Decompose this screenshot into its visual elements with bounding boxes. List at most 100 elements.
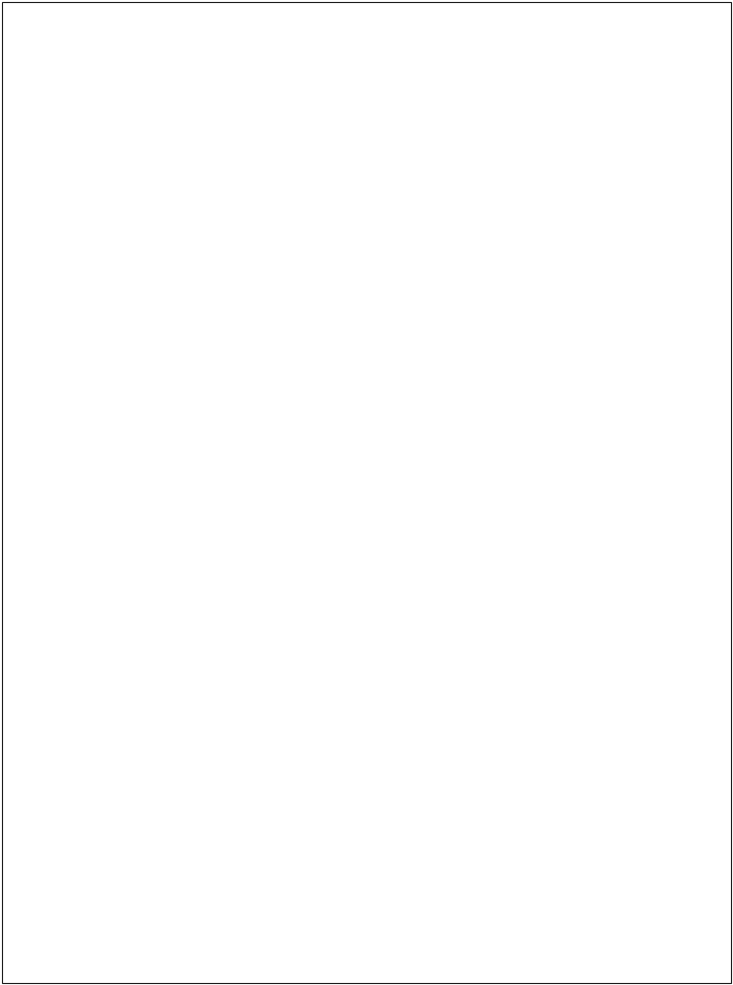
Circle shape	[567, 393, 577, 403]
Circle shape	[640, 850, 644, 854]
Circle shape	[459, 352, 471, 364]
Circle shape	[674, 764, 682, 772]
Circle shape	[543, 393, 553, 403]
Text: 44: 44	[666, 325, 677, 334]
Circle shape	[402, 748, 430, 776]
Circle shape	[358, 816, 362, 820]
Circle shape	[654, 850, 658, 854]
Circle shape	[402, 196, 410, 204]
Text: 12: 12	[72, 465, 84, 474]
Text: a: a	[622, 608, 630, 621]
Text: Power Angle Power Tilt: Power Angle Power Tilt	[572, 893, 683, 903]
Circle shape	[354, 549, 366, 561]
Text: 10: 10	[85, 447, 97, 456]
Text: 30: 30	[240, 270, 251, 279]
Circle shape	[631, 811, 645, 825]
Text: 53: 53	[158, 762, 169, 771]
Circle shape	[651, 847, 661, 857]
Circle shape	[404, 736, 416, 748]
Circle shape	[638, 680, 648, 690]
Text: 37: 37	[653, 668, 665, 677]
Circle shape	[674, 782, 682, 790]
Text: 28: 28	[387, 202, 398, 211]
Text: 51: 51	[488, 412, 499, 421]
Circle shape	[505, 357, 515, 367]
Circle shape	[523, 396, 527, 400]
Text: 8: 8	[155, 393, 161, 402]
Text: 39: 39	[653, 655, 665, 664]
Text: 54: 54	[70, 770, 81, 779]
Circle shape	[332, 603, 340, 611]
Text: 21: 21	[316, 555, 328, 564]
Circle shape	[591, 393, 601, 403]
Text: 42: 42	[630, 298, 641, 307]
Circle shape	[173, 408, 177, 412]
Circle shape	[150, 405, 160, 415]
Text: 11: 11	[88, 468, 100, 477]
Text: c: c	[258, 636, 265, 649]
Circle shape	[638, 623, 648, 633]
Circle shape	[62, 752, 70, 760]
Text: 17: 17	[470, 357, 482, 366]
Text: 26: 26	[298, 246, 309, 255]
Text: 27: 27	[374, 192, 386, 201]
Circle shape	[616, 396, 620, 400]
Circle shape	[62, 759, 70, 767]
Text: 49: 49	[540, 270, 551, 279]
Circle shape	[103, 398, 109, 404]
Bar	[622, 787, 654, 805]
Circle shape	[661, 799, 671, 809]
Circle shape	[661, 817, 671, 827]
Circle shape	[370, 812, 382, 824]
Text: ブレードコントロール レバー（ストレート ドーザ ヨラ）（BC エク ティンクオン ショック）: ブレードコントロール レバー（ストレート ドーザ ヨラ）（BC エク ティンクオ…	[175, 7, 433, 16]
Circle shape	[351, 603, 361, 613]
Circle shape	[122, 745, 128, 751]
Circle shape	[160, 405, 170, 415]
Text: 52: 52	[124, 776, 136, 785]
Text: ストレートチルト: ストレートチルト	[345, 882, 392, 892]
Circle shape	[354, 812, 366, 824]
Text: 19: 19	[360, 545, 372, 554]
Text: b: b	[650, 748, 658, 761]
Text: b: b	[519, 358, 527, 371]
Text: 22: 22	[325, 605, 336, 614]
Bar	[622, 765, 654, 783]
Circle shape	[276, 282, 284, 290]
Circle shape	[362, 785, 382, 805]
Circle shape	[631, 789, 645, 803]
Text: FIG.2851: FIG.2851	[13, 18, 65, 28]
Text: 47: 47	[516, 287, 527, 296]
Circle shape	[682, 850, 686, 854]
Text: 15: 15	[476, 375, 487, 384]
Text: 41: 41	[600, 695, 611, 704]
Text: 48: 48	[516, 315, 527, 324]
Text: 30: 30	[407, 152, 419, 161]
Text: 23: 23	[350, 600, 361, 609]
Text: 1: 1	[140, 380, 146, 389]
Text: 15: 15	[358, 512, 369, 521]
Text: 46: 46	[516, 329, 527, 338]
Circle shape	[674, 836, 682, 844]
Circle shape	[504, 389, 516, 401]
Circle shape	[649, 414, 657, 422]
Text: 33: 33	[508, 413, 520, 422]
Bar	[286, 340, 306, 370]
Circle shape	[414, 389, 426, 401]
Circle shape	[341, 556, 349, 564]
Text: 40: 40	[653, 640, 664, 649]
Circle shape	[638, 638, 648, 648]
Text: 49: 49	[516, 357, 527, 366]
Text: FOR EC)(#7556-): FOR EC)(#7556-)	[215, 32, 314, 42]
Circle shape	[406, 816, 410, 820]
Circle shape	[570, 396, 574, 400]
Text: BRADE CONTROL LEVER (FOR STRAIGHT DOZER) (NOISE SUPPRESSION SPEC.: BRADE CONTROL LEVER (FOR STRAIGHT DOZER)…	[100, 18, 551, 28]
Text: 34: 34	[630, 378, 641, 387]
Circle shape	[406, 785, 426, 805]
Circle shape	[638, 666, 648, 676]
Circle shape	[505, 329, 515, 339]
Text: 50: 50	[516, 343, 528, 352]
Text: 14: 14	[380, 448, 391, 457]
Circle shape	[594, 396, 598, 400]
Text: 4: 4	[270, 308, 276, 317]
Circle shape	[384, 785, 404, 805]
